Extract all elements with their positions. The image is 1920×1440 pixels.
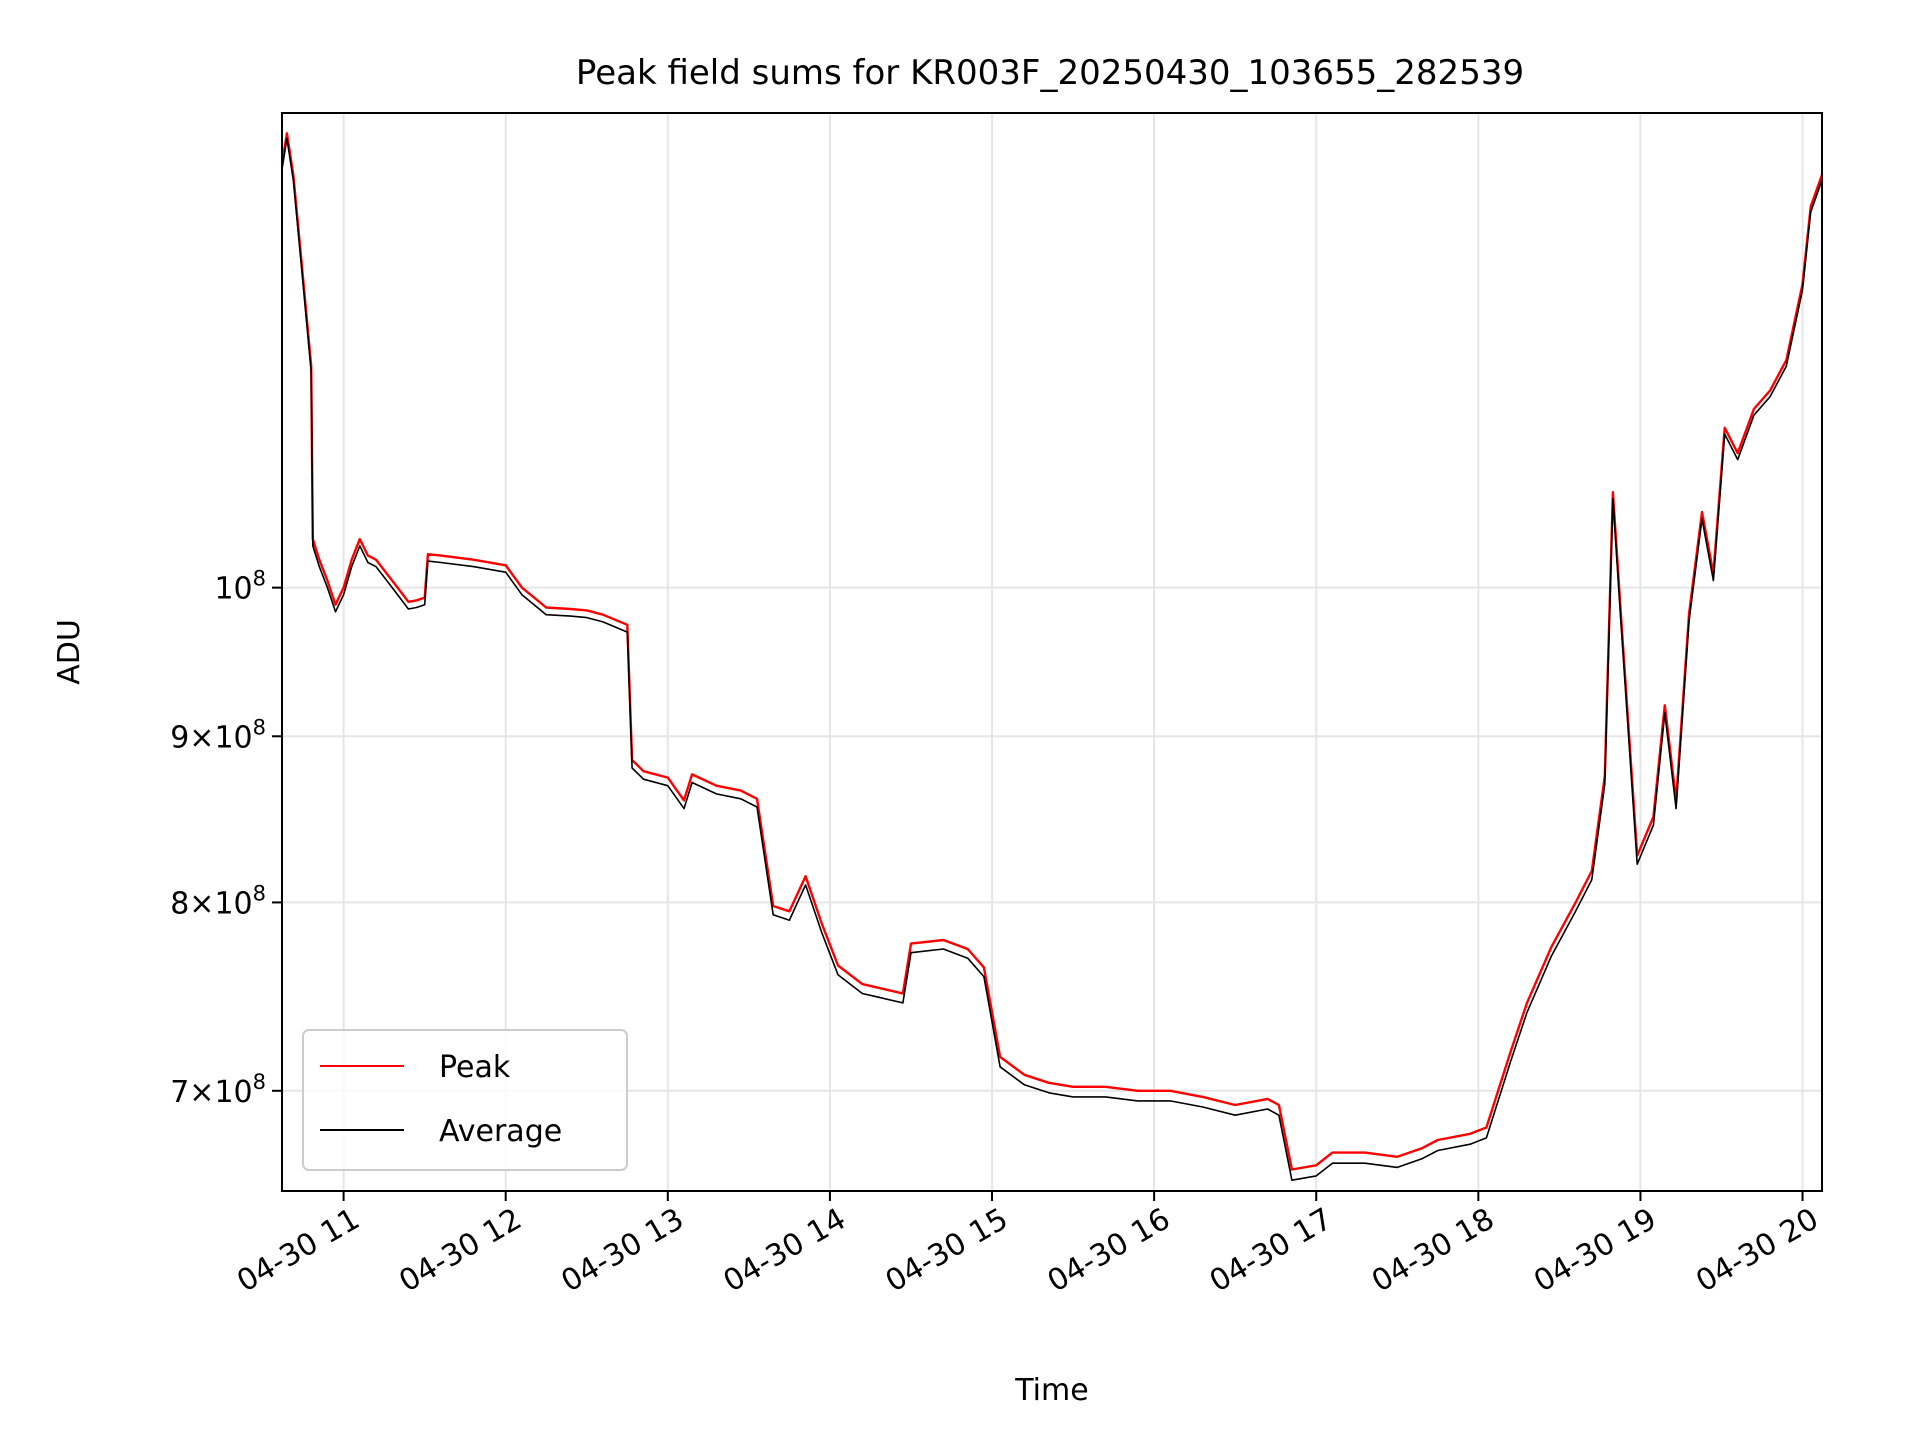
- y-tick-label: 8×108: [170, 881, 266, 921]
- chart-title: Peak field sums for KR003F_20250430_1036…: [576, 53, 1524, 93]
- x-tick-label: 04-30 12: [393, 1202, 527, 1300]
- legend: Peak Average: [302, 1029, 628, 1171]
- series-line-average: [281, 137, 1823, 1181]
- legend-label-peak: Peak: [439, 1050, 511, 1085]
- y-tick-label: 7×108: [170, 1070, 266, 1110]
- legend-label-average: Average: [439, 1114, 562, 1149]
- series-group: [280, 132, 1824, 1181]
- x-tick-label: 04-30 14: [718, 1202, 852, 1300]
- plot-frame: [281, 112, 1823, 1192]
- x-tick-label: 04-30 11: [231, 1202, 365, 1300]
- x-tick-label: 04-30 18: [1366, 1202, 1500, 1300]
- y-tick-label: 9×108: [170, 715, 266, 755]
- y-axis: 7×108 8×108 9×108 108: [170, 567, 282, 1110]
- x-axis: 04-30 11 04-30 12 04-30 13 04-30 14 04-30 15…: [231, 1191, 1825, 1300]
- x-tick-label: 04-30 16: [1042, 1202, 1176, 1300]
- x-axis-label: Time: [1014, 1373, 1088, 1408]
- series-line-peak: [280, 132, 1824, 1171]
- x-tick-label: 04-30 13: [555, 1202, 689, 1300]
- x-tick-label: 04-30 17: [1204, 1202, 1338, 1300]
- x-tick-label: 04-30 19: [1528, 1202, 1662, 1300]
- y-axis-label: ADU: [52, 619, 87, 685]
- x-tick-label: 04-30 20: [1690, 1202, 1824, 1300]
- x-tick-label: 04-30 15: [880, 1202, 1014, 1300]
- y-tick-label: 108: [214, 567, 266, 607]
